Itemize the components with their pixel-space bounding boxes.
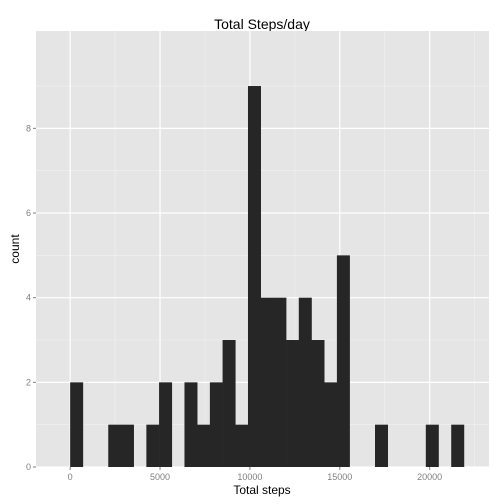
histogram-bar: [311, 340, 325, 467]
x-tick-label: 10000: [237, 472, 262, 482]
histogram-bar: [70, 382, 84, 467]
x-tick-label: 15000: [327, 472, 352, 482]
histogram-bar: [273, 297, 287, 467]
histogram-bar: [425, 424, 439, 467]
histogram-bar: [146, 424, 160, 467]
histogram-bar: [120, 424, 134, 467]
histogram-bar: [159, 382, 173, 467]
histogram-bar: [235, 424, 249, 467]
histogram-bar: [222, 340, 236, 467]
histogram-bar: [197, 424, 211, 467]
x-tick-label: 5000: [150, 472, 170, 482]
histogram-bar: [336, 255, 350, 467]
histogram-bar: [298, 297, 312, 467]
bars: [70, 86, 465, 468]
histogram-bar: [286, 340, 300, 467]
histogram-bar: [451, 424, 465, 467]
x-tick-label: 20000: [417, 472, 442, 482]
x-axis-ticks: 0 5000 10000 15000 20000: [68, 467, 442, 482]
histogram-bar: [375, 424, 389, 467]
y-tick-label: 4: [26, 293, 31, 303]
y-axis-ticks: 0 2 4 6 8: [26, 123, 36, 472]
y-tick-label: 8: [26, 123, 31, 133]
x-axis-title: Total steps: [233, 483, 290, 497]
y-tick-label: 0: [26, 462, 31, 472]
y-tick-label: 6: [26, 208, 31, 218]
histogram-bar: [184, 382, 198, 467]
histogram-bar: [260, 297, 274, 467]
y-axis-title: count: [8, 234, 22, 264]
x-tick-label: 0: [68, 472, 73, 482]
histogram-bar: [209, 382, 223, 467]
y-tick-label: 2: [26, 377, 31, 387]
chart-title: Total Steps/day: [214, 16, 310, 32]
histogram-bar: [108, 424, 122, 467]
histogram-bar: [247, 86, 261, 468]
histogram-bar: [324, 382, 338, 467]
